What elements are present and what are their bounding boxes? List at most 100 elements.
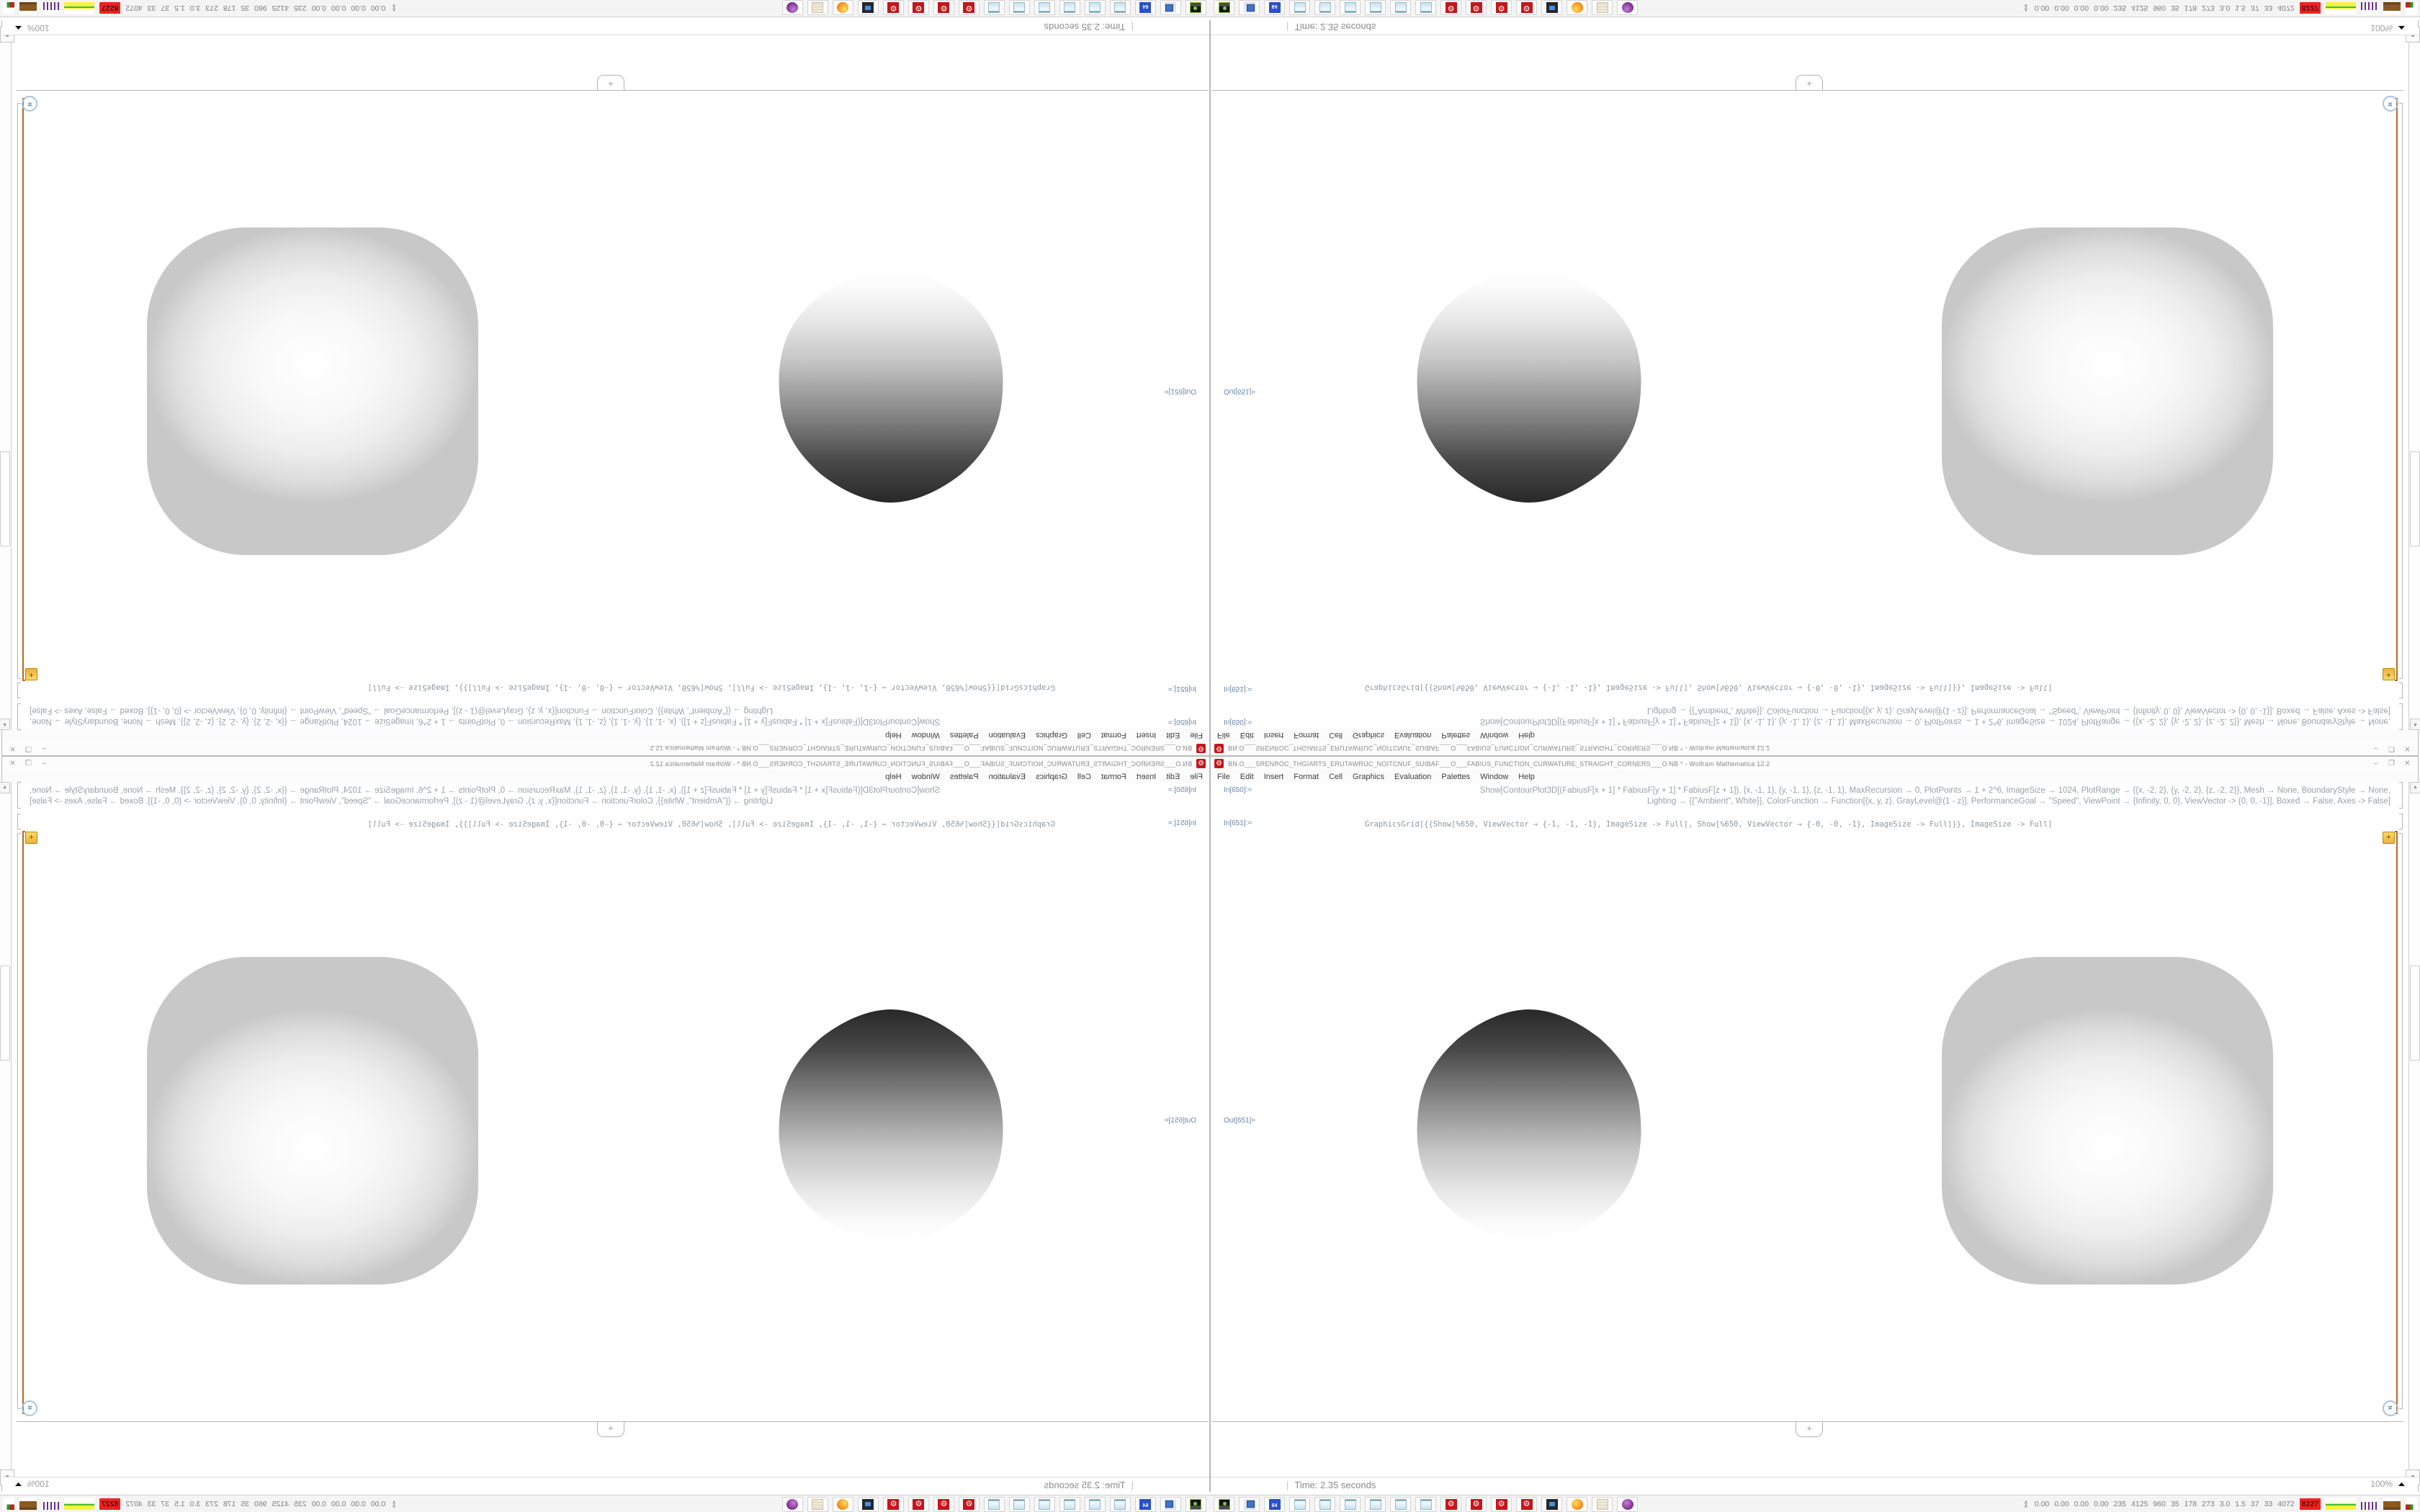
taskbar-button-notepad-icon[interactable] <box>1085 1497 1106 1512</box>
menu-item-cell[interactable]: Cell <box>1329 772 1343 781</box>
scroll-to-bottom-icon[interactable]: » <box>22 1400 37 1416</box>
menu-item-help[interactable]: Help <box>885 731 902 740</box>
taskbar-button-mathematica-icon[interactable]: ⚙ <box>1491 1497 1512 1512</box>
input-cell-650[interactable]: Show[ContourPlot3D[(FabiusF[x + 1] * Fab… <box>1319 705 2390 726</box>
close-button[interactable]: ✕ <box>2404 744 2411 753</box>
input-cell-650[interactable]: Show[ContourPlot3D[(FabiusF[x + 1] * Fab… <box>30 705 1101 726</box>
magnification-slider-icon[interactable]: ▲ <box>12 1480 24 1488</box>
menu-item-evaluation[interactable]: Evaluation <box>988 731 1026 740</box>
taskbar-button-tape-recorder-icon[interactable] <box>1186 1497 1206 1512</box>
taskbar-button-document-scroll-icon[interactable] <box>1592 0 1613 15</box>
cell-insert-plus-badge[interactable]: + <box>2383 668 2395 680</box>
cell-insert-plus-badge[interactable]: + <box>2383 832 2395 844</box>
magnification-label[interactable]: 100% <box>2370 23 2393 33</box>
menu-item-format[interactable]: Format <box>1294 731 1319 740</box>
window-titlebar[interactable]: ⚙ BN.O___SRENROC_THGIARTS_ERUTAWRUC_NOIT… <box>1211 742 2418 755</box>
menu-item-format[interactable]: Format <box>1101 731 1126 740</box>
menu-item-file[interactable]: File <box>1217 731 1230 740</box>
taskbar-button-notepad-icon[interactable] <box>1415 0 1436 15</box>
menu-item-edit[interactable]: Edit <box>1166 772 1180 781</box>
tray-expand-icon[interactable]: ∧ ∧ <box>2023 3 2028 14</box>
minimize-button[interactable]: – <box>2373 744 2378 753</box>
taskbar-button-notepad-icon[interactable] <box>1365 0 1386 15</box>
magnification-slider-icon[interactable]: ▲ <box>2396 1480 2408 1488</box>
menu-item-file[interactable]: File <box>1190 772 1203 781</box>
taskbar-button-notepad-icon[interactable] <box>1009 1497 1030 1512</box>
cell-insert-plus-badge[interactable]: + <box>25 832 37 844</box>
menu-item-file[interactable]: File <box>1217 772 1230 781</box>
evaluation-bracket-orange[interactable] <box>2395 831 2398 1414</box>
menu-item-cell[interactable]: Cell <box>1077 731 1091 740</box>
mathematica-app-icon[interactable]: ⚙ <box>1196 759 1206 768</box>
vertical-scrollbar[interactable] <box>2408 41 2420 730</box>
input-cell-651[interactable]: GraphicsGrid[{{Show[%650, ViewVector → {… <box>367 820 1055 829</box>
scroll-to-bottom-icon[interactable]: » <box>2383 96 2398 112</box>
taskbar-button-firefox-icon[interactable] <box>833 0 853 15</box>
taskbar-button-document-scroll-icon[interactable] <box>807 0 828 15</box>
insert-cell-tab[interactable]: + <box>597 1422 624 1437</box>
taskbar-button-notepad-icon[interactable] <box>1340 0 1361 15</box>
menu-item-edit[interactable]: Edit <box>1240 772 1254 781</box>
menu-item-window[interactable]: Window <box>1480 772 1509 781</box>
taskbar-button-notepad-icon[interactable] <box>1085 0 1106 15</box>
menu-item-insert[interactable]: Insert <box>1136 772 1157 781</box>
mathematica-app-icon[interactable]: ⚙ <box>1214 759 1224 768</box>
cell-bracket-in650[interactable] <box>17 782 21 809</box>
taskbar-button-tape-recorder-icon[interactable] <box>1186 0 1206 15</box>
menu-item-insert[interactable]: Insert <box>1136 731 1157 740</box>
taskbar-button-my-computer-icon[interactable] <box>1239 1497 1260 1512</box>
cell-bracket-out651[interactable] <box>2399 103 2403 679</box>
menu-item-help[interactable]: Help <box>1518 772 1535 781</box>
taskbar-button-mathematica-icon[interactable]: ⚙ <box>959 1497 980 1512</box>
taskbar-button-document-scroll-icon[interactable] <box>807 1497 828 1512</box>
minimize-button[interactable]: – <box>2373 759 2378 768</box>
menu-item-insert[interactable]: Insert <box>1263 731 1284 740</box>
cell-bracket-out651[interactable] <box>17 103 21 679</box>
taskbar-button-tape-recorder-icon[interactable] <box>1214 1497 1234 1512</box>
taskbar-button-floppy-64-icon[interactable]: 64 <box>1135 1497 1156 1512</box>
cell-bracket-in651[interactable] <box>2399 683 2403 698</box>
magnification-label[interactable]: 100% <box>2370 1479 2393 1489</box>
menu-item-edit[interactable]: Edit <box>1166 731 1180 740</box>
taskbar-button-mathematica-icon[interactable]: ⚙ <box>1516 1497 1537 1512</box>
cell-bracket-in651[interactable] <box>17 814 21 829</box>
taskbar-button-notepad-icon[interactable] <box>1059 1497 1080 1512</box>
taskbar-button-media-player-purple-icon[interactable] <box>782 0 803 15</box>
menu-item-window[interactable]: Window <box>911 731 940 740</box>
input-cell-650[interactable]: Show[ContourPlot3D[(FabiusF[x + 1] * Fab… <box>30 786 1101 807</box>
scrollbar-thumb[interactable] <box>2410 451 2420 546</box>
tray-expand-icon[interactable]: ∧ ∧ <box>392 3 397 14</box>
taskbar-button-screenshot-camera-icon[interactable] <box>1541 0 1562 15</box>
taskbar-button-my-computer-icon[interactable] <box>1160 1497 1181 1512</box>
minimize-button[interactable]: – <box>42 744 47 753</box>
window-titlebar[interactable]: ⚙ BN.O___SRENROC_THGIARTS_ERUTAWRUC_NOIT… <box>1211 757 2418 770</box>
taskbar-button-floppy-64-icon[interactable]: 64 <box>1135 0 1156 15</box>
menu-item-format[interactable]: Format <box>1294 772 1319 781</box>
insert-cell-tab[interactable]: + <box>597 75 624 90</box>
taskbar-button-screenshot-camera-icon[interactable] <box>1541 1497 1562 1512</box>
scrollbar-thumb[interactable] <box>0 451 10 546</box>
taskbar-button-media-player-purple-icon[interactable] <box>1617 0 1638 15</box>
taskbar-button-mathematica-icon[interactable]: ⚙ <box>908 1497 929 1512</box>
restore-button[interactable]: ❐ <box>2388 744 2395 753</box>
menu-item-graphics[interactable]: Graphics <box>1035 731 1067 740</box>
restore-button[interactable]: ❐ <box>25 744 32 753</box>
scroll-up-arrow-icon[interactable]: ▲ <box>0 782 10 793</box>
taskbar-button-notepad-icon[interactable] <box>1314 0 1335 15</box>
menu-item-palettes[interactable]: Palettes <box>1441 772 1471 781</box>
taskbar-button-notepad-icon[interactable] <box>1415 1497 1436 1512</box>
restore-button[interactable]: ❐ <box>25 759 32 768</box>
scrollbar-thumb[interactable] <box>0 966 10 1061</box>
taskbar-button-mathematica-icon[interactable]: ⚙ <box>883 0 904 15</box>
menu-item-evaluation[interactable]: Evaluation <box>988 772 1026 781</box>
cell-bracket-out651[interactable] <box>17 833 21 1409</box>
taskbar-button-notepad-icon[interactable] <box>1289 0 1310 15</box>
cell-bracket-in650[interactable] <box>2399 703 2403 730</box>
close-button[interactable]: ✕ <box>9 744 16 753</box>
cell-bracket-in650[interactable] <box>2399 782 2403 809</box>
menu-item-window[interactable]: Window <box>1480 731 1509 740</box>
taskbar-button-media-player-purple-icon[interactable] <box>782 1497 803 1512</box>
cell-bracket-in651[interactable] <box>17 683 21 698</box>
menu-item-graphics[interactable]: Graphics <box>1353 772 1385 781</box>
mathematica-app-icon[interactable]: ⚙ <box>1196 744 1206 753</box>
